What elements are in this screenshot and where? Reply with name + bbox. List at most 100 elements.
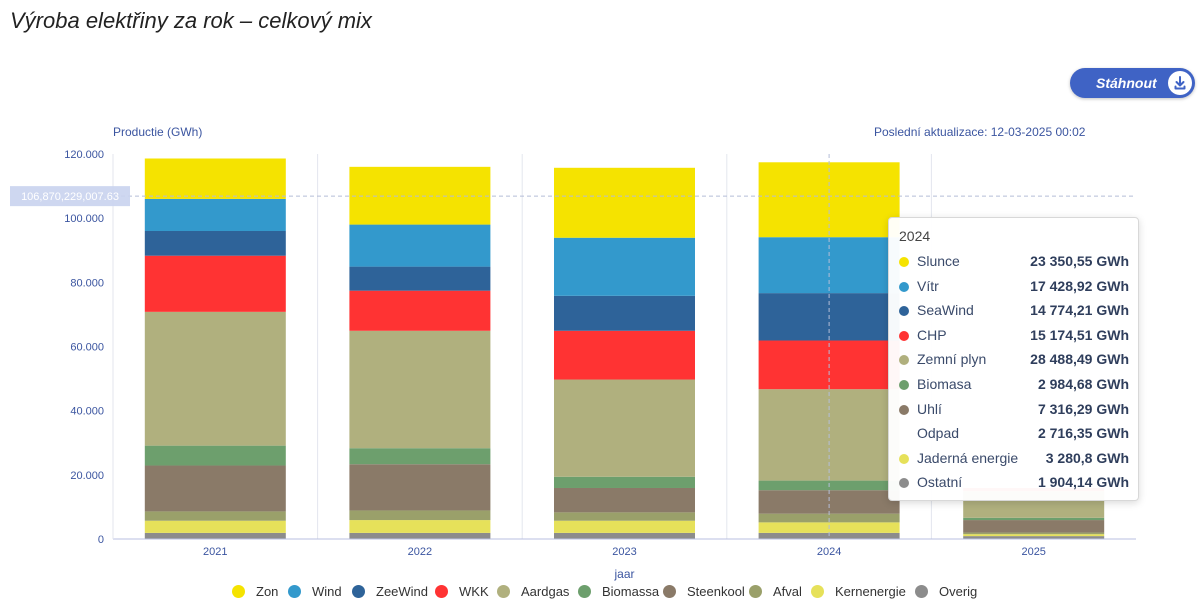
- bar-segment: [554, 330, 695, 380]
- tooltip-series-value: 17 428,92 GWh: [1030, 277, 1129, 294]
- bar-segment: [349, 166, 491, 225]
- tooltip-series-name: Jaderná energie: [917, 449, 1019, 466]
- bar-segment: [554, 295, 695, 331]
- tooltip-series-dot: [899, 355, 909, 366]
- y-tick-label: 0: [98, 534, 104, 546]
- y-tick-label: 80.000: [70, 277, 104, 289]
- tooltip-series-value: 2 716,35 GWh: [1037, 425, 1129, 442]
- tooltip-row: SeaWind 14 774,21 GWh: [899, 301, 1129, 321]
- tooltip-row: Zemní plyn 28 488,49 GWh: [899, 350, 1129, 370]
- bar-segment: [349, 464, 491, 511]
- last-updated-text: Poslední aktualizace: 12-03-2025 00:02: [874, 125, 1086, 139]
- bar-segment: [554, 532, 695, 539]
- chart-bars: [144, 158, 1105, 539]
- bar-segment: [144, 465, 286, 512]
- tooltip-row: Vítr 17 428,92 GWh: [899, 277, 1129, 297]
- legend-label: ZeeWind: [376, 584, 429, 599]
- bar-segment: [349, 448, 491, 465]
- bar-segment: [144, 520, 286, 533]
- y-tick-label: 20.000: [70, 470, 104, 482]
- tooltip-series-name: Odpad: [917, 425, 960, 442]
- legend-label: Overig: [939, 584, 978, 599]
- y-tick-label: 100.000: [64, 213, 104, 225]
- bar-segment: [144, 255, 286, 312]
- bar-segment: [349, 510, 491, 521]
- tooltip-row: Biomasa 2 984,68 GWh: [899, 375, 1129, 395]
- tooltip-series-value: 1 904,14 GWh: [1037, 474, 1129, 491]
- tooltip-row: Odpad 2 716,35 GWh: [899, 424, 1129, 444]
- tooltip-series-dot: [899, 404, 909, 415]
- bar-segment: [963, 520, 1105, 533]
- x-tick-label: 2022: [408, 546, 432, 558]
- tooltip-series-name: Slunce: [917, 253, 960, 269]
- legend-label: Kernenergie: [835, 584, 906, 599]
- x-tick-label: 2025: [1021, 546, 1045, 558]
- tooltip-series-name: Zemní plyn: [917, 351, 987, 368]
- x-tick-label: 2021: [203, 546, 227, 558]
- legend-label: Zon: [256, 584, 279, 599]
- bar-segment: [963, 532, 1105, 535]
- tooltip-year: 2024: [899, 228, 931, 244]
- bar-segment: [349, 532, 491, 539]
- tooltip-row: CHP 15 174,51 GWh: [899, 326, 1129, 346]
- tooltip-series-dot: [899, 281, 909, 292]
- bar-segment: [349, 224, 491, 267]
- tooltip-series-name: SeaWind: [917, 302, 974, 319]
- legend-dot: [915, 585, 928, 598]
- tooltip-row: Ostatní 1 904,14 GWh: [899, 473, 1129, 493]
- tooltip-row: Jaderná energie 3 280,8 GWh: [899, 449, 1129, 469]
- bar-segment: [554, 520, 695, 533]
- tooltip-series-dot: [899, 257, 909, 267]
- bar-segment: [144, 231, 286, 256]
- tooltip-series-value: 3 280,8 GWh: [1045, 449, 1129, 466]
- y-tick-label: 60.000: [70, 342, 104, 354]
- bar-segment: [963, 517, 1105, 521]
- x-tick-label: 2023: [612, 546, 636, 558]
- bar-segment: [554, 476, 695, 488]
- x-tick-label: 2024: [817, 546, 841, 558]
- bar-segment: [349, 266, 491, 291]
- legend-dot: [749, 585, 762, 598]
- tooltip-series-value: 2 984,68 GWh: [1037, 376, 1129, 392]
- y-tick-label: 120.000: [64, 149, 104, 161]
- tooltip-series-name: Vítr: [917, 277, 939, 294]
- legend-label: WKK: [459, 584, 489, 599]
- chart-crosshair: 106,870,229,007.63: [10, 154, 1136, 539]
- tooltip-series-value: 28 488,49 GWh: [1030, 351, 1129, 368]
- tooltip-row: Slunce 23 350,55 GWh: [899, 252, 1129, 272]
- tooltip-series-value: 14 774,21 GWh: [1030, 302, 1129, 319]
- chart-axes: 0 20.000 40.000 60.000 80.000 100.000 120.000 2…: [64, 149, 1136, 581]
- download-label: Stáhnout: [1096, 75, 1157, 91]
- download-button[interactable]: Stáhnout: [1070, 68, 1195, 98]
- tooltip-series-dot: [899, 478, 909, 489]
- bar-segment: [554, 167, 695, 238]
- tooltip-series-value: 15 174,51 GWh: [1030, 326, 1129, 343]
- y-tick-label: 40.000: [70, 406, 104, 418]
- legend-dot: [288, 585, 301, 598]
- bar-segment: [144, 158, 286, 199]
- tooltip-series-name: Uhlí: [917, 400, 942, 417]
- bar-segment: [349, 290, 491, 331]
- legend-dot: [811, 585, 824, 598]
- download-icon: [1168, 71, 1192, 95]
- legend-label: Wind: [312, 584, 342, 599]
- bar-segment: [554, 379, 695, 477]
- legend-label: Aardgas: [521, 584, 570, 599]
- bar-segment: [963, 534, 1105, 537]
- bar-segment: [349, 330, 491, 449]
- crosshair-label-box: [10, 186, 130, 207]
- legend-dot: [435, 585, 448, 598]
- legend-label: Biomassa: [602, 584, 660, 599]
- legend-dot: [232, 585, 245, 598]
- legend-dot: [663, 585, 676, 598]
- legend-dot: [352, 585, 365, 598]
- legend-label: Steenkool: [687, 584, 745, 599]
- chart-legend: Zon Wind ZeeWind WKK Aardgas Biomassa Steenkoo…: [0, 583, 1200, 603]
- bar-segment: [554, 487, 695, 513]
- legend-dot: [497, 585, 510, 598]
- bar-segment: [554, 512, 695, 521]
- x-axis-label: jaar: [613, 567, 634, 581]
- y-axis-label: Productie (GWh): [113, 125, 203, 139]
- bar-segment: [144, 198, 286, 231]
- tooltip-series-dot: [899, 453, 909, 464]
